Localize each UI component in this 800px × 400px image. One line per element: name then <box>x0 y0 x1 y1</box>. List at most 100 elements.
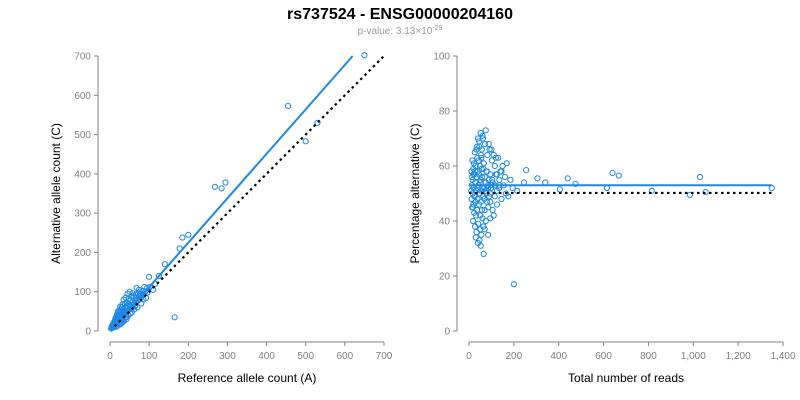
right-data-point <box>469 204 476 211</box>
right-data-point <box>493 171 500 178</box>
left-data-point <box>218 185 225 192</box>
right-data-point <box>471 149 478 156</box>
right-data-point <box>482 187 489 194</box>
left-data-point <box>136 295 143 302</box>
left-y-tick-label: 100 <box>74 287 91 298</box>
right-data-point <box>488 146 495 153</box>
right-x-tick-label: 0 <box>466 351 472 362</box>
left-data-point <box>302 138 309 145</box>
right-data-point <box>483 198 490 205</box>
right-data-point <box>493 201 501 208</box>
left-data-point <box>185 231 192 238</box>
right-x-tick-label: 600 <box>595 351 612 362</box>
right-data-point <box>483 168 490 175</box>
left-data-point <box>121 305 129 312</box>
right-x-tick-label: 1,000 <box>681 351 706 362</box>
right-x-tick-label: 400 <box>550 351 567 362</box>
right-data-point <box>510 281 518 288</box>
right-data-point <box>481 226 488 233</box>
right-y-tick-label: 80 <box>439 107 451 118</box>
right-x-tick-label: 200 <box>506 351 523 362</box>
left-x-tick-label: 700 <box>376 351 393 362</box>
right-data-point <box>490 212 497 219</box>
right-data-point <box>648 187 655 194</box>
left-data-point <box>161 261 168 268</box>
right-data-point <box>534 175 541 182</box>
right-data-point <box>474 135 482 142</box>
right-data-point <box>495 154 502 161</box>
right-data-point <box>507 176 514 183</box>
right-y-tick-label: 40 <box>439 217 451 228</box>
right-data-point <box>484 151 491 159</box>
right-x-tick-label: 800 <box>640 351 657 362</box>
left-x-tick-label: 100 <box>141 351 158 362</box>
percentage-alternative-scatter-panel: 0 20 40 60 80 100 0 200 400 600 800 1,000 1,200 1,400… <box>408 52 796 386</box>
left-data-point <box>127 297 134 304</box>
left-y-tick-label: 600 <box>74 91 91 102</box>
right-data-point <box>491 162 498 170</box>
right-data-point <box>498 195 505 203</box>
left-x-tick-label: 500 <box>297 351 314 362</box>
right-data-point <box>472 234 479 241</box>
right-data-point <box>492 154 499 161</box>
right-y-tick-label: 100 <box>433 52 450 63</box>
right-data-point <box>609 169 616 176</box>
right-data-point <box>482 140 489 148</box>
left-y-tick-label: 700 <box>74 52 91 63</box>
right-data-point <box>498 168 505 175</box>
right-data-point <box>496 176 503 183</box>
right-x-axis-title: Total number of reads <box>568 371 684 385</box>
right-y-tick-label: 0 <box>444 327 450 338</box>
right-data-point <box>481 206 488 214</box>
left-y-tick-label: 500 <box>74 130 91 141</box>
right-data-point <box>487 198 494 205</box>
right-data-point <box>472 223 479 230</box>
right-data-point <box>686 191 694 198</box>
left-data-point <box>211 183 218 190</box>
right-data-point <box>489 176 496 183</box>
allele-count-scatter-panel: 0 100 200 300 400 500 600 700 0 100 200 300 400 500 60… <box>49 52 393 386</box>
right-data-point <box>471 209 478 216</box>
right-data-point <box>479 132 486 139</box>
right-data-point <box>489 206 496 214</box>
left-data-point <box>361 52 368 59</box>
pvalue-prefix: p-value: 3.13×10 <box>358 26 433 37</box>
left-data-point <box>171 314 178 321</box>
left-x-tick-label: 400 <box>258 351 275 362</box>
left-y-tick-label: 0 <box>85 327 91 338</box>
left-data-point <box>314 119 321 126</box>
right-data-point <box>556 186 563 193</box>
right-data-point <box>482 127 489 134</box>
right-data-point <box>479 215 486 222</box>
right-data-point <box>481 173 488 181</box>
right-y-axis-title: Percentage alternative (C) <box>408 123 422 263</box>
right-data-point <box>485 140 492 148</box>
left-x-tick-label: 200 <box>180 351 197 362</box>
right-data-point <box>469 157 476 164</box>
left-data-point <box>119 308 127 315</box>
left-data-point <box>222 179 229 186</box>
left-data-point <box>122 294 129 301</box>
right-data-point <box>768 184 775 192</box>
right-data-point <box>487 215 494 222</box>
left-data-point <box>122 304 129 311</box>
left-y-tick-label: 400 <box>74 169 91 180</box>
left-data-point <box>130 293 137 300</box>
right-data-point <box>478 231 485 238</box>
right-data-point <box>523 167 530 174</box>
left-y-tick-label: 300 <box>74 209 91 220</box>
right-data-point <box>572 180 579 187</box>
right-data-point <box>696 173 704 181</box>
right-data-point <box>499 162 506 170</box>
right-data-point <box>476 138 483 145</box>
right-data-point <box>502 190 510 197</box>
right-x-tick-label: 1,200 <box>726 351 751 362</box>
left-data-point <box>155 272 162 280</box>
left-x-axis-title: Reference allele count (A) <box>178 371 317 385</box>
right-x-tick-label: 1,400 <box>770 351 795 362</box>
right-data-point <box>501 173 508 181</box>
left-data-point <box>133 284 140 291</box>
left-y-axis-title: Alternative allele count (C) <box>49 123 63 264</box>
right-data-point <box>478 154 485 161</box>
right-data-point <box>478 173 486 181</box>
